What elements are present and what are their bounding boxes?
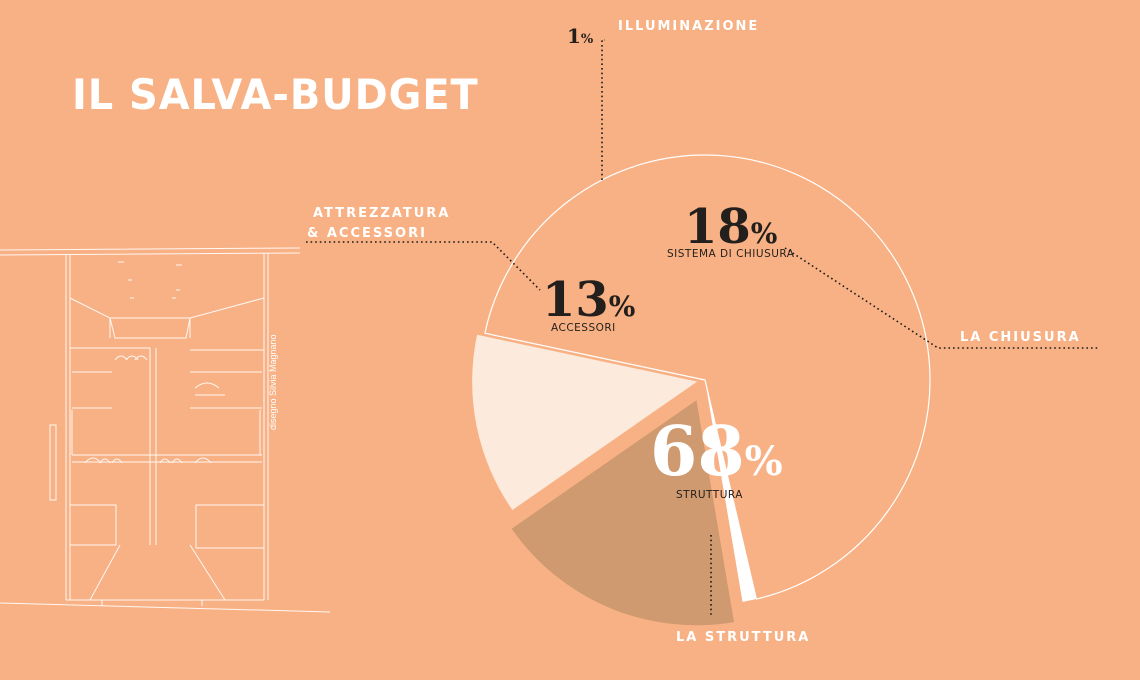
- leader-illuminazione: [601, 39, 605, 180]
- callout-accessori-line1: ATTREZZATURA: [313, 206, 451, 221]
- pie-slice-accessori: [472, 334, 698, 510]
- value-label-chiusura: 18%: [684, 199, 777, 255]
- callout-accessori-line2: & ACCESSORI: [307, 226, 427, 241]
- sublabel-chiusura: SISTEMA DI CHIUSURA: [667, 248, 795, 260]
- leader-accessori: [306, 241, 541, 291]
- callout-chiusura: LA CHIUSURA: [960, 330, 1081, 345]
- sublabel-accessori: ACCESSORI: [551, 322, 616, 334]
- value-label-struttura: 68%: [650, 412, 783, 492]
- callout-struttura: LA STRUTTURA: [676, 630, 811, 645]
- page-title: IL SALVA-BUDGET: [72, 70, 479, 119]
- pie-slice-chiusura: [511, 400, 734, 626]
- wardrobe-illustration: [0, 247, 331, 613]
- value-label-illuminazione: 1%: [567, 24, 594, 48]
- leader-chiusura: [784, 247, 1100, 349]
- value-label-accessori: 13%: [542, 272, 635, 328]
- callout-illuminazione: ILLUMINAZIONE: [618, 19, 760, 34]
- sublabel-struttura: STRUTTURA: [676, 489, 743, 501]
- pie-slice-illuminazione: [705, 380, 757, 602]
- pie-slice-struttura: [484, 154, 931, 600]
- callout-lines: [306, 39, 1100, 615]
